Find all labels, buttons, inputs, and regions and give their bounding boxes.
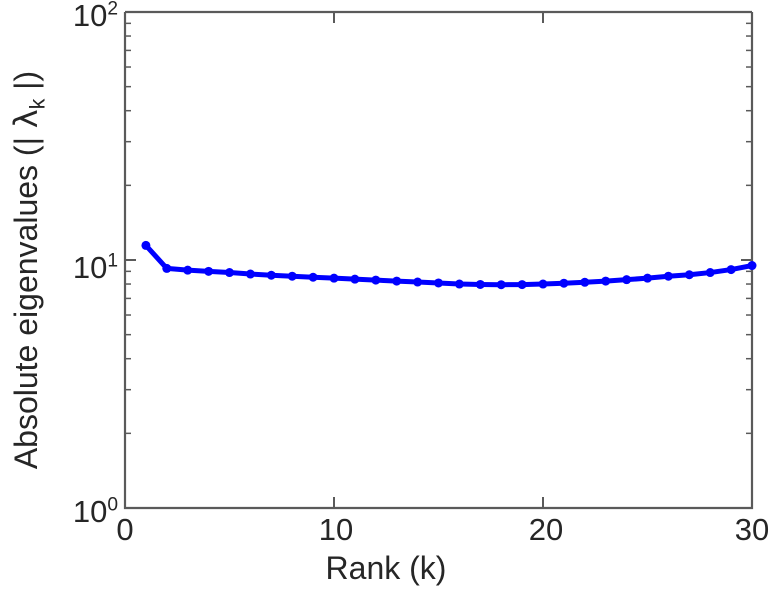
data-point [538,279,548,289]
data-point [496,280,506,290]
series-line-0 [143,242,755,288]
data-point [747,261,757,271]
data-point [517,280,527,290]
data-series [141,240,757,290]
ytick-label-1e2: 102 [56,0,118,31]
axis-ticks [124,11,753,509]
ytick-label-1e1: 101 [56,252,118,283]
data-point [684,270,694,280]
axis-spines [123,12,754,510]
xtick-label-0: 0 [116,512,134,547]
data-point [475,279,485,289]
data-point [371,275,381,285]
data-point [454,279,464,289]
data-point [225,268,234,278]
data-point [350,274,360,284]
data-point [329,273,339,283]
xtick-label-30: 30 [734,512,770,547]
xtick-label-20: 20 [528,512,564,547]
x-axis-label: Rank (k) [325,550,447,586]
data-point [434,278,443,288]
data-point [141,240,151,250]
data-point [663,271,673,281]
data-point [245,269,255,279]
data-point [559,278,569,288]
data-point [622,275,632,285]
ytick-label-1e0: 100 [56,496,118,527]
data-point [580,277,590,287]
data-point [643,273,652,283]
data-point [601,276,611,286]
ytick-mantissa: 10 [72,494,108,529]
data-point [726,265,736,275]
data-point [204,266,214,276]
data-point [413,277,423,287]
data-point [287,271,297,281]
data-point [392,276,402,286]
ytick-mantissa: 10 [72,250,108,285]
data-point [266,270,276,280]
data-point [308,272,318,282]
ytick-exponent: 0 [107,494,118,516]
data-point [183,265,193,275]
data-point [705,268,715,278]
ytick-mantissa: 10 [72,0,108,33]
axis-frame [123,10,754,510]
data-point [162,263,172,273]
ytick-exponent: 2 [107,0,118,20]
xtick-label-10: 10 [318,512,354,547]
ytick-exponent: 1 [107,250,118,272]
